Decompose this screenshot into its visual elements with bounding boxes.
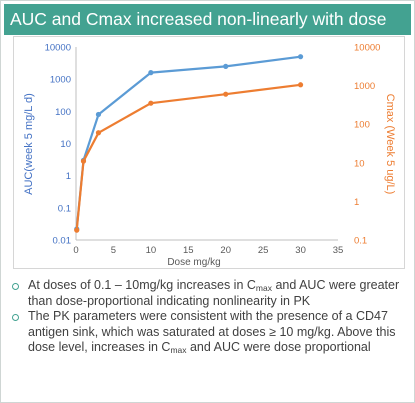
bullet-text-part: The PK parameters were consistent with t… [28,309,396,354]
bullet-text-part: At doses of 0.1 – 10mg/kg increases in C [28,278,256,292]
auc-series-line [75,55,301,230]
x-tick-label: 0 [73,245,78,256]
bullet-subscript: max [255,283,272,293]
y-tick-label: 100 [55,107,71,118]
x-tick-label: 5 [111,245,116,256]
x-tick-label: 10 [146,245,157,256]
y2-tick-label: 1000 [354,81,375,92]
x-tick-label: 30 [295,245,306,256]
y2-tick-label: 1 [354,197,359,208]
bullet-text-part: and AUC were greater than dose-proportio… [28,278,400,308]
y-tick-label: 0.1 [58,203,71,214]
bullet-circle-icon [12,314,19,321]
auc-data-point [148,70,154,76]
x-tick-label: 25 [258,245,269,256]
slide-title: AUC and Cmax increased non-linearly with… [4,4,411,35]
pk-chart: 0 5 10 15 20 25 30 35 0.01 0.1 1 10 100 1000 10000 0.1 1… [23,43,396,269]
cmax-series-line [75,83,301,231]
auc-data-point [297,54,304,60]
auc-data-point [223,63,229,69]
bullet-subscript: max [170,345,187,355]
y2-tick-label: 100 [354,120,370,131]
x-tick-label: 15 [183,245,194,256]
chart-area: 0 5 10 15 20 25 30 35 0.01 0.1 1 10 100 1000 10000 0.1 1… [13,36,405,269]
cmax-data-point [223,91,229,97]
y-tick-label: 10000 [45,43,71,54]
bullet-circle-icon [12,283,19,290]
y-tick-label: 0.01 [53,236,72,247]
y2-tick-label: 10 [354,158,365,169]
y2-tick-label: 0.1 [354,236,367,247]
cmax-data-point [297,82,304,88]
y-tick-label: 1000 [50,75,71,86]
x-axis-label: Dose mg/kg [167,257,220,268]
x-tick-label: 20 [220,245,231,256]
cmax-data-point [80,158,87,164]
cmax-data-point [74,227,80,233]
cmax-data-point [95,130,102,136]
y-tick-label: 1 [66,171,71,182]
bullet-item: At doses of 0.1 – 10mg/kg increases in C… [11,278,409,309]
bullet-text-part: and AUC were dose proportional [186,340,371,354]
y2-axis-label: Cmax (Week 5 ug/L) [384,94,396,195]
bullet-list: At doses of 0.1 – 10mg/kg increases in C… [11,278,409,356]
auc-data-point [95,111,102,118]
cmax-data-point [148,100,154,106]
y-axis-label: AUC(week 5 mg/L d) [23,93,35,195]
y2-tick-label: 10000 [354,43,380,54]
x-tick-label: 35 [333,245,344,256]
y-tick-label: 10 [60,139,71,150]
bullet-item: The PK parameters were consistent with t… [11,309,409,356]
